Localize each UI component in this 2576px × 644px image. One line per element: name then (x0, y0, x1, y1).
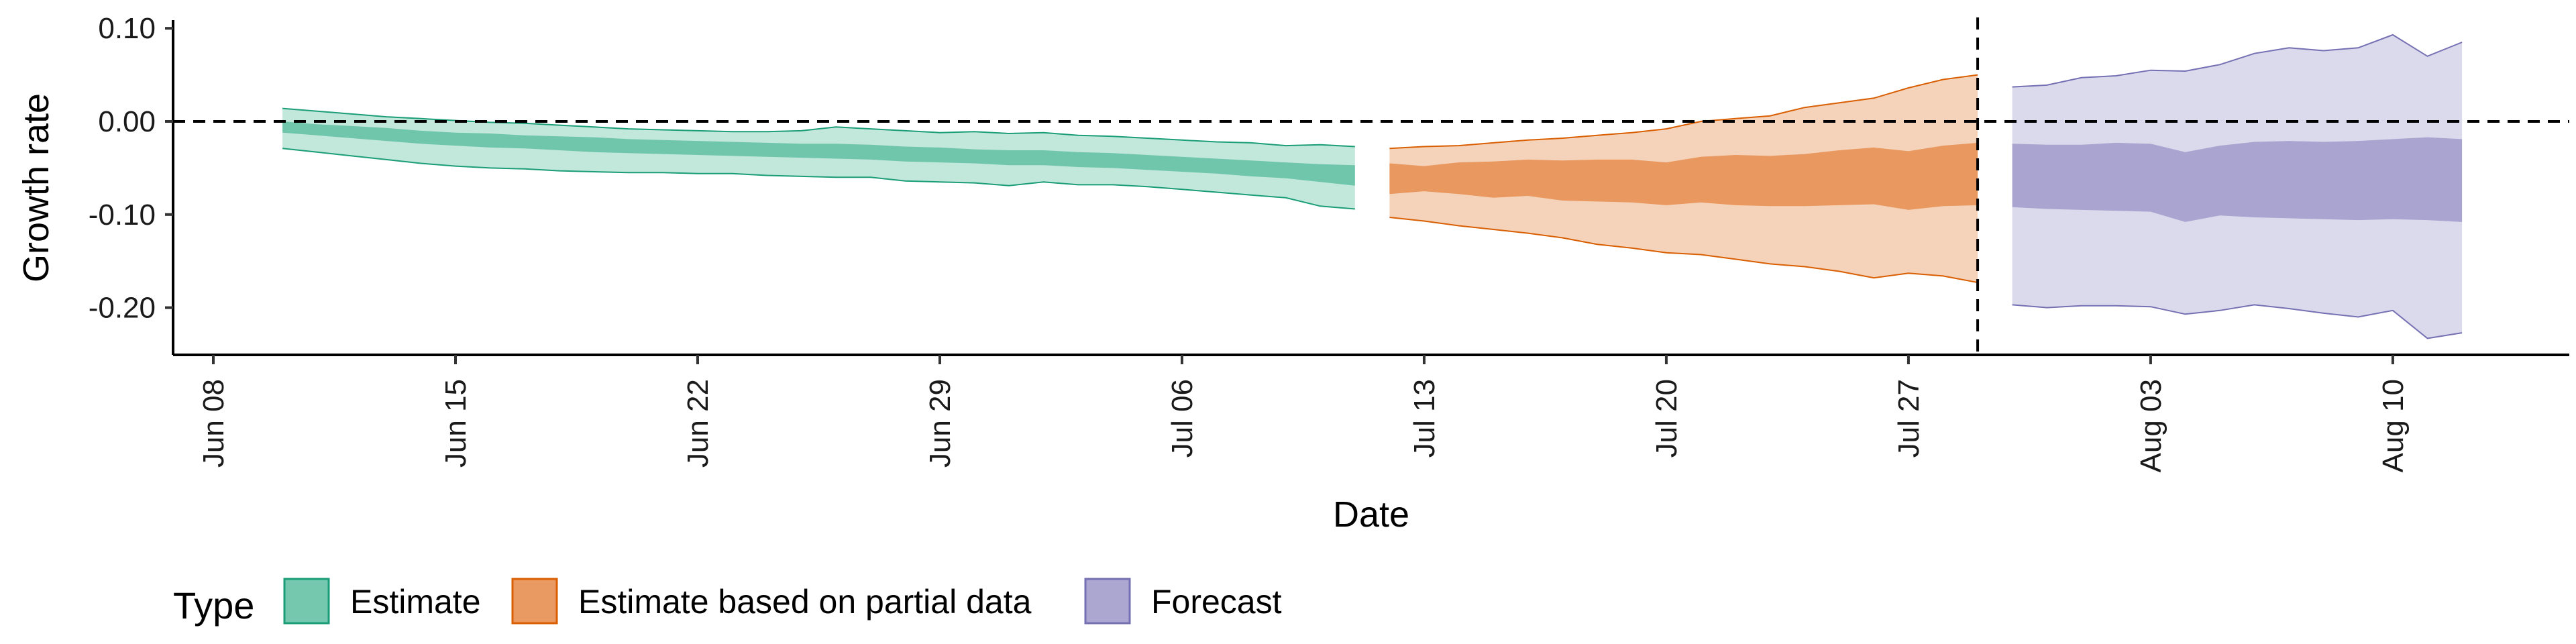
y-axis-title: Growth rate (16, 93, 56, 282)
legend-key-1 (511, 578, 558, 625)
legend: Type Estimate Estimate based on partial d… (173, 578, 1282, 627)
legend-label-2: Forecast (1151, 583, 1282, 621)
y-tick-label: -0.20 (89, 292, 156, 325)
estimate-band-90 (282, 108, 1355, 209)
estimate-lower-edge (282, 148, 1355, 210)
reference-lines (173, 17, 2569, 355)
legend-key-2 (1084, 578, 1131, 625)
legend-key-0 (283, 578, 330, 625)
y-tick-label: -0.10 (89, 199, 156, 231)
x-tick-label: Aug 03 (2135, 379, 2167, 472)
x-tick-label: Jun 29 (924, 379, 957, 468)
estimate-band-50 (282, 121, 1355, 186)
forecast-band-50 (2012, 137, 2463, 222)
x-tick-label: Jul 06 (1166, 379, 1199, 458)
forecast-upper-edge (2012, 34, 2463, 88)
x-axis-title: Date (1333, 494, 1409, 535)
x-tick-label: Jun 15 (439, 379, 472, 468)
estimate-based-on-partial-data-upper-edge (1389, 74, 1978, 150)
x-tick-label: Jul 27 (1892, 379, 1925, 458)
forecast-lower-edge (2012, 304, 2463, 339)
x-tick-label: Jun 08 (197, 379, 230, 468)
estimate-based-on-partial-data-lower-edge (1389, 217, 1978, 284)
x-tick-label: Jul 13 (1408, 379, 1441, 458)
x-tick-label: Aug 10 (2377, 379, 2410, 472)
y-tick-label: 0.00 (98, 105, 156, 138)
x-tick-label: Jul 20 (1650, 379, 1683, 458)
x-tick-label: Jun 22 (682, 379, 714, 468)
estimate-based-on-partial-data-band-50 (1389, 142, 1978, 210)
y-ticks: 0.10 0.00 -0.10 -0.20 (89, 12, 173, 325)
legend-label-1: Estimate based on partial data (578, 583, 1032, 621)
y-tick-label: 0.10 (98, 12, 156, 45)
axes (172, 20, 2569, 356)
legend-title: Type (173, 584, 254, 627)
plot-bands (282, 34, 2463, 339)
x-ticks: Jun 08 Jun 15 Jun 22 Jun 29 Jul 06 Jul 13 Jul … (197, 355, 2410, 472)
legend-label-0: Estimate (350, 583, 481, 621)
